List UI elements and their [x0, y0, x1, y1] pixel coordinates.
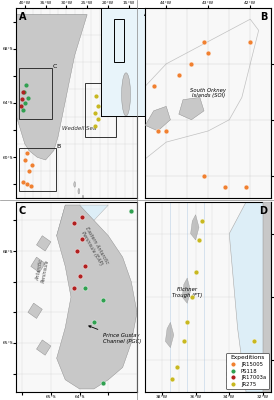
- Text: A: A: [19, 12, 26, 22]
- Polygon shape: [263, 202, 271, 392]
- Polygon shape: [191, 215, 199, 240]
- Polygon shape: [28, 303, 42, 318]
- Polygon shape: [31, 257, 45, 272]
- Circle shape: [74, 182, 75, 187]
- Polygon shape: [16, 15, 87, 62]
- Polygon shape: [179, 98, 204, 120]
- Text: C: C: [53, 64, 57, 69]
- Polygon shape: [16, 15, 87, 160]
- Polygon shape: [229, 202, 271, 392]
- Text: Prince Gustav
Channel (PGC): Prince Gustav Channel (PGC): [89, 326, 141, 344]
- Text: D: D: [117, 79, 122, 84]
- Polygon shape: [107, 118, 133, 142]
- Text: Antarctic
Peninsula: Antarctic Peninsula: [35, 258, 50, 283]
- Polygon shape: [165, 322, 174, 348]
- Bar: [19, 68, 52, 119]
- Circle shape: [82, 195, 84, 201]
- Bar: [85, 83, 116, 137]
- Circle shape: [78, 188, 80, 194]
- Text: South Orkney
Islands (SOI): South Orkney Islands (SOI): [190, 88, 226, 98]
- Text: D: D: [259, 206, 267, 216]
- Polygon shape: [36, 236, 51, 251]
- Polygon shape: [37, 230, 45, 242]
- Circle shape: [1, 147, 3, 154]
- Bar: [114, 19, 124, 62]
- Text: Weddell Sea: Weddell Sea: [62, 126, 96, 131]
- Polygon shape: [57, 205, 137, 389]
- Text: A: A: [144, 11, 149, 17]
- Circle shape: [7, 150, 9, 157]
- Text: C: C: [19, 206, 26, 216]
- Text: B: B: [57, 144, 61, 149]
- Polygon shape: [57, 205, 108, 236]
- Legend: JR15005, PS118, JR17003a, JR275: JR15005, PS118, JR17003a, JR275: [226, 353, 269, 389]
- Polygon shape: [145, 106, 170, 131]
- Polygon shape: [122, 73, 130, 116]
- Text: B: B: [260, 12, 267, 22]
- Text: Eastern Antarctic
Peninsula (EAP): Eastern Antarctic Peninsula (EAP): [79, 226, 109, 267]
- Polygon shape: [182, 278, 191, 303]
- Circle shape: [13, 144, 15, 151]
- Polygon shape: [36, 340, 51, 355]
- Text: Filchner
Trough (FT): Filchner Trough (FT): [172, 287, 202, 298]
- Bar: [19, 148, 56, 191]
